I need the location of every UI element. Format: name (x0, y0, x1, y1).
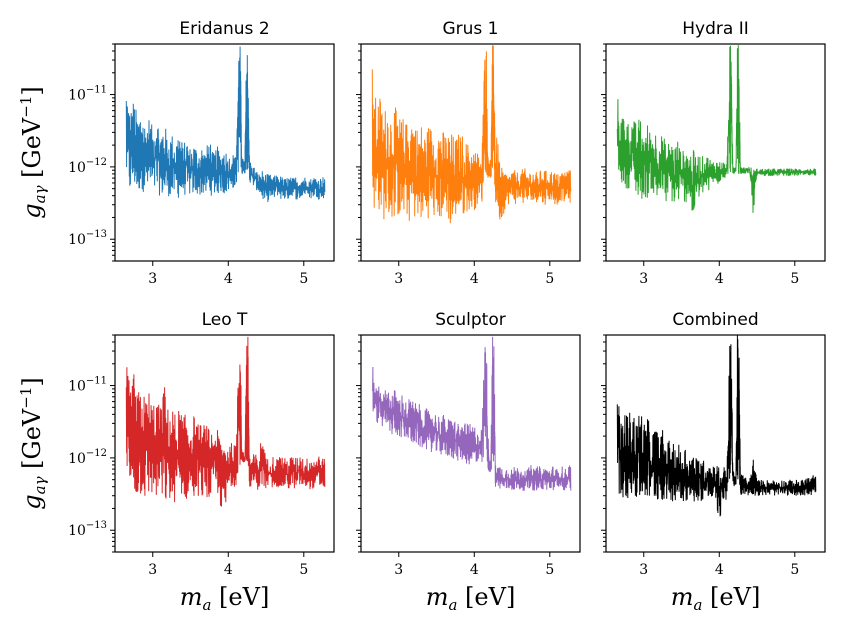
panel-hydra-ii: 3 4 5 Hydra II (601, 19, 826, 287)
series-line (125, 336, 326, 507)
x-label-symbol: m (180, 583, 203, 611)
x-tick-label: 5 (790, 562, 799, 578)
y-label-unit-exponent: −1 (17, 96, 35, 118)
y-label-unit-close: ] (18, 86, 46, 95)
y-tick-base: 10 (68, 379, 86, 395)
y-tick-label: 10−13 (68, 229, 107, 248)
y-tick-exponent: −11 (86, 85, 107, 96)
y-tick-exponent: −12 (86, 448, 107, 459)
y-tick-base: 10 (68, 88, 86, 104)
x-tick-label: 3 (639, 562, 648, 578)
y-tick-exponent: −12 (86, 157, 107, 168)
x-tick-label: 3 (394, 271, 403, 287)
x-tick-label: 4 (715, 562, 724, 578)
x-tick-label: 5 (545, 562, 554, 578)
x-label-subscript: a (448, 596, 457, 614)
y-label-subscript: aγ (31, 185, 49, 203)
y-tick-exponent: −13 (86, 520, 107, 531)
y-label-symbol: g (18, 494, 46, 509)
y-label-unit: [GeV (18, 117, 46, 178)
panel-title: Combined (672, 310, 758, 330)
panel-combined: 3 4 5 Combined ma [eV] (601, 310, 826, 614)
y-tick-base: 10 (68, 451, 86, 467)
x-tick-label: 4 (224, 562, 233, 578)
y-tick-base: 10 (68, 232, 86, 248)
x-label-symbol: m (426, 583, 449, 611)
panel-title: Eridanus 2 (179, 19, 269, 39)
y-label-unit: [GeV (18, 408, 46, 469)
axes-frame (605, 334, 826, 553)
y-tick-base: 10 (68, 523, 86, 539)
panel-title: Sculptor (435, 310, 505, 330)
x-tick-label: 5 (299, 271, 308, 287)
x-label-unit: [eV] (465, 583, 515, 611)
panel-grus-1: 3 4 5 Grus 1 (356, 19, 581, 287)
x-label-symbol: m (671, 583, 694, 611)
y-tick-label: 10−11 (68, 85, 107, 104)
y-axis-label: gaγ [GeV−1] (17, 86, 49, 219)
y-label-unit-exponent: −1 (17, 387, 35, 409)
x-tick-label: 3 (148, 271, 157, 287)
x-tick-label: 5 (790, 271, 799, 287)
y-label-symbol: g (18, 203, 46, 218)
x-tick-label: 3 (394, 562, 403, 578)
x-tick-label: 4 (715, 271, 724, 287)
panel-title: Leo T (202, 310, 248, 330)
y-tick-label: 10−12 (68, 157, 107, 176)
y-axis-label: gaγ [GeV−1] (17, 377, 49, 510)
series-line (616, 335, 817, 517)
x-tick-label: 5 (545, 271, 554, 287)
y-tick-exponent: −13 (86, 229, 107, 240)
x-tick-label: 4 (224, 271, 233, 287)
x-label-unit: [eV] (710, 583, 760, 611)
y-tick-label: 10−13 (68, 520, 107, 539)
x-tick-label: 5 (299, 562, 308, 578)
x-axis-label: ma [eV] (671, 583, 761, 614)
x-label-subscript: a (693, 596, 702, 614)
panel-sculptor: 3 4 5 Sculptor ma [eV] (356, 310, 581, 614)
x-axis-label: ma [eV] (180, 583, 270, 614)
series-line (371, 45, 572, 224)
series-line (371, 336, 572, 491)
x-tick-label: 4 (470, 562, 479, 578)
series-line (616, 45, 817, 213)
y-tick-base: 10 (68, 160, 86, 176)
x-axis-label: ma [eV] (426, 583, 516, 614)
y-tick-label: 10−12 (68, 448, 107, 467)
axes-frame (360, 43, 581, 262)
y-tick-label: 10−11 (68, 376, 107, 395)
axes-frame (360, 334, 581, 553)
x-tick-label: 3 (148, 562, 157, 578)
series-line (125, 46, 326, 203)
y-tick-exponent: −11 (86, 376, 107, 387)
x-tick-label: 3 (639, 271, 648, 287)
y-label-unit-close: ] (18, 377, 46, 386)
axes-frame (605, 43, 826, 262)
x-tick-label: 4 (470, 271, 479, 287)
axes-frame (114, 43, 335, 262)
x-label-unit: [eV] (219, 583, 269, 611)
axes-frame (114, 334, 335, 553)
panel-title: Grus 1 (442, 19, 498, 39)
panel-title: Hydra II (682, 19, 748, 39)
y-label-subscript: aγ (31, 476, 49, 494)
x-label-subscript: a (202, 596, 211, 614)
